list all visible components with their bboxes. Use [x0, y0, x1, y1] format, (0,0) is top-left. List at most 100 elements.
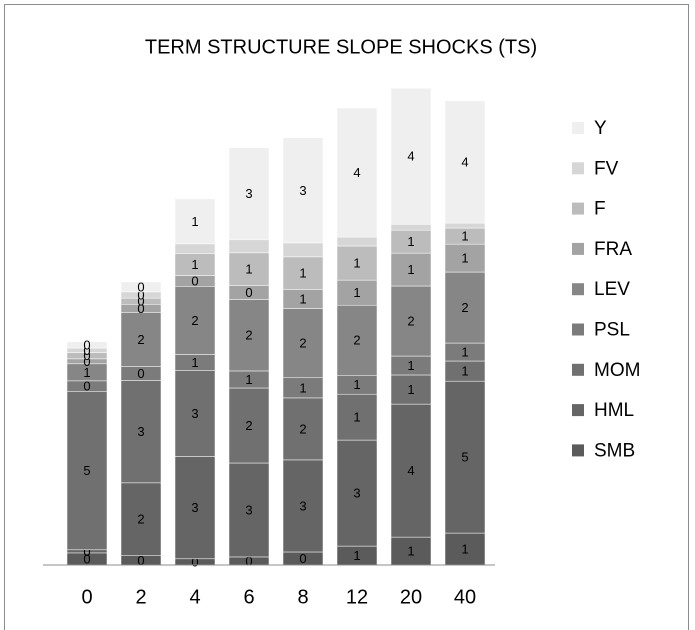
- data-label: 3: [245, 186, 252, 201]
- data-label: 0: [83, 354, 90, 369]
- data-label: 4: [461, 154, 468, 169]
- data-label: 1: [407, 262, 414, 277]
- data-label: 5: [461, 450, 468, 465]
- data-label: 5: [83, 463, 90, 478]
- x-tick-label: 6: [243, 586, 254, 608]
- data-label: 1: [461, 364, 468, 379]
- data-label: 0: [299, 551, 306, 566]
- data-label: 1: [461, 229, 468, 244]
- data-label: 0: [137, 294, 144, 309]
- legend-label: MOM: [594, 360, 640, 381]
- data-label: 3: [137, 424, 144, 439]
- bar-segment: [174, 198, 216, 245]
- bar-segment: [228, 239, 270, 254]
- chart-title: TERM STRUCTURE SLOPE SHOCKS (TS): [145, 36, 537, 58]
- data-label: 2: [245, 418, 252, 433]
- bar-segment: [390, 403, 432, 538]
- bar-segment: [390, 87, 432, 225]
- data-label: 1: [461, 541, 468, 556]
- x-tick-label: 12: [346, 586, 368, 608]
- bar-segment: [228, 147, 270, 241]
- legend-label: F: [594, 199, 606, 220]
- bar-segment: [336, 236, 378, 247]
- data-label: 0: [191, 273, 198, 288]
- bar-segment: [282, 242, 324, 258]
- data-label: 1: [299, 266, 306, 281]
- legend-swatch: [572, 122, 584, 134]
- bar-segment: [390, 536, 432, 566]
- data-label: 1: [353, 377, 360, 392]
- bar-segment: [174, 370, 216, 457]
- data-label: 3: [191, 406, 198, 421]
- legend-label: FV: [594, 158, 619, 179]
- bar-segment: [444, 222, 486, 229]
- bar-segment: [66, 341, 108, 349]
- bar-segment: [228, 462, 270, 558]
- data-label: 1: [353, 255, 360, 270]
- x-tick-label: 40: [454, 586, 476, 608]
- data-label: 0: [83, 544, 90, 559]
- data-label: 1: [245, 372, 252, 387]
- data-label: 0: [83, 379, 90, 394]
- data-label: 2: [461, 300, 468, 315]
- data-label: 1: [461, 344, 468, 359]
- legend-swatch: [572, 444, 584, 457]
- bar-segment: [390, 285, 432, 357]
- bar-segment: [444, 380, 486, 534]
- x-tick-label: 2: [135, 586, 146, 608]
- bar-segment: [282, 137, 324, 244]
- legend-label: HML: [594, 400, 634, 421]
- legend-swatch: [572, 323, 584, 336]
- data-label: 2: [245, 328, 252, 343]
- bar-segment: [390, 252, 432, 287]
- data-label: 1: [461, 251, 468, 266]
- x-tick-label: 20: [400, 586, 422, 608]
- data-label: 0: [137, 279, 144, 294]
- data-label: 1: [353, 285, 360, 300]
- bar-segment: [174, 456, 216, 560]
- bar-segment: [336, 245, 378, 281]
- x-tick-label: 8: [297, 586, 308, 608]
- data-label: 3: [299, 183, 306, 198]
- bar-segment: [228, 387, 270, 464]
- x-tick-label: 4: [189, 586, 200, 608]
- legend-label: PSL: [594, 320, 630, 341]
- data-label: 0: [191, 554, 198, 569]
- data-label: 1: [407, 358, 414, 373]
- bar-segment: [390, 374, 432, 405]
- data-label: 1: [191, 214, 198, 229]
- data-label: 0: [137, 287, 144, 302]
- bar-segment: [120, 482, 162, 556]
- bar-segment: [336, 439, 378, 547]
- data-label: 2: [299, 336, 306, 351]
- data-label: 1: [83, 365, 90, 380]
- bar-segment: [120, 312, 162, 367]
- bar-segment: [120, 380, 162, 484]
- legend-label: Y: [594, 118, 607, 139]
- bar-segment: [444, 532, 486, 566]
- x-tick-label: 0: [81, 586, 92, 608]
- data-label: 0: [83, 343, 90, 358]
- data-label: 1: [191, 257, 198, 272]
- bar-segment: [174, 243, 216, 255]
- bar-segment: [228, 299, 270, 372]
- data-label: 2: [191, 313, 198, 328]
- data-label: 1: [245, 262, 252, 277]
- data-label: 1: [299, 292, 306, 307]
- legend-swatch: [572, 404, 584, 417]
- data-label: 0: [83, 551, 90, 566]
- data-label: 4: [407, 463, 414, 478]
- data-label: 0: [245, 553, 252, 568]
- bar-segment: [336, 279, 378, 306]
- bar-segment: [444, 243, 486, 273]
- legend-label: LEV: [594, 279, 630, 300]
- legend-swatch: [572, 283, 584, 296]
- data-label: 4: [407, 149, 414, 164]
- data-label: 4: [353, 165, 360, 180]
- legend-swatch: [572, 202, 584, 215]
- data-label: 3: [299, 498, 306, 513]
- data-label: 2: [137, 512, 144, 527]
- bar-segment: [336, 393, 378, 441]
- data-label: 2: [137, 332, 144, 347]
- bar-segment: [390, 224, 432, 231]
